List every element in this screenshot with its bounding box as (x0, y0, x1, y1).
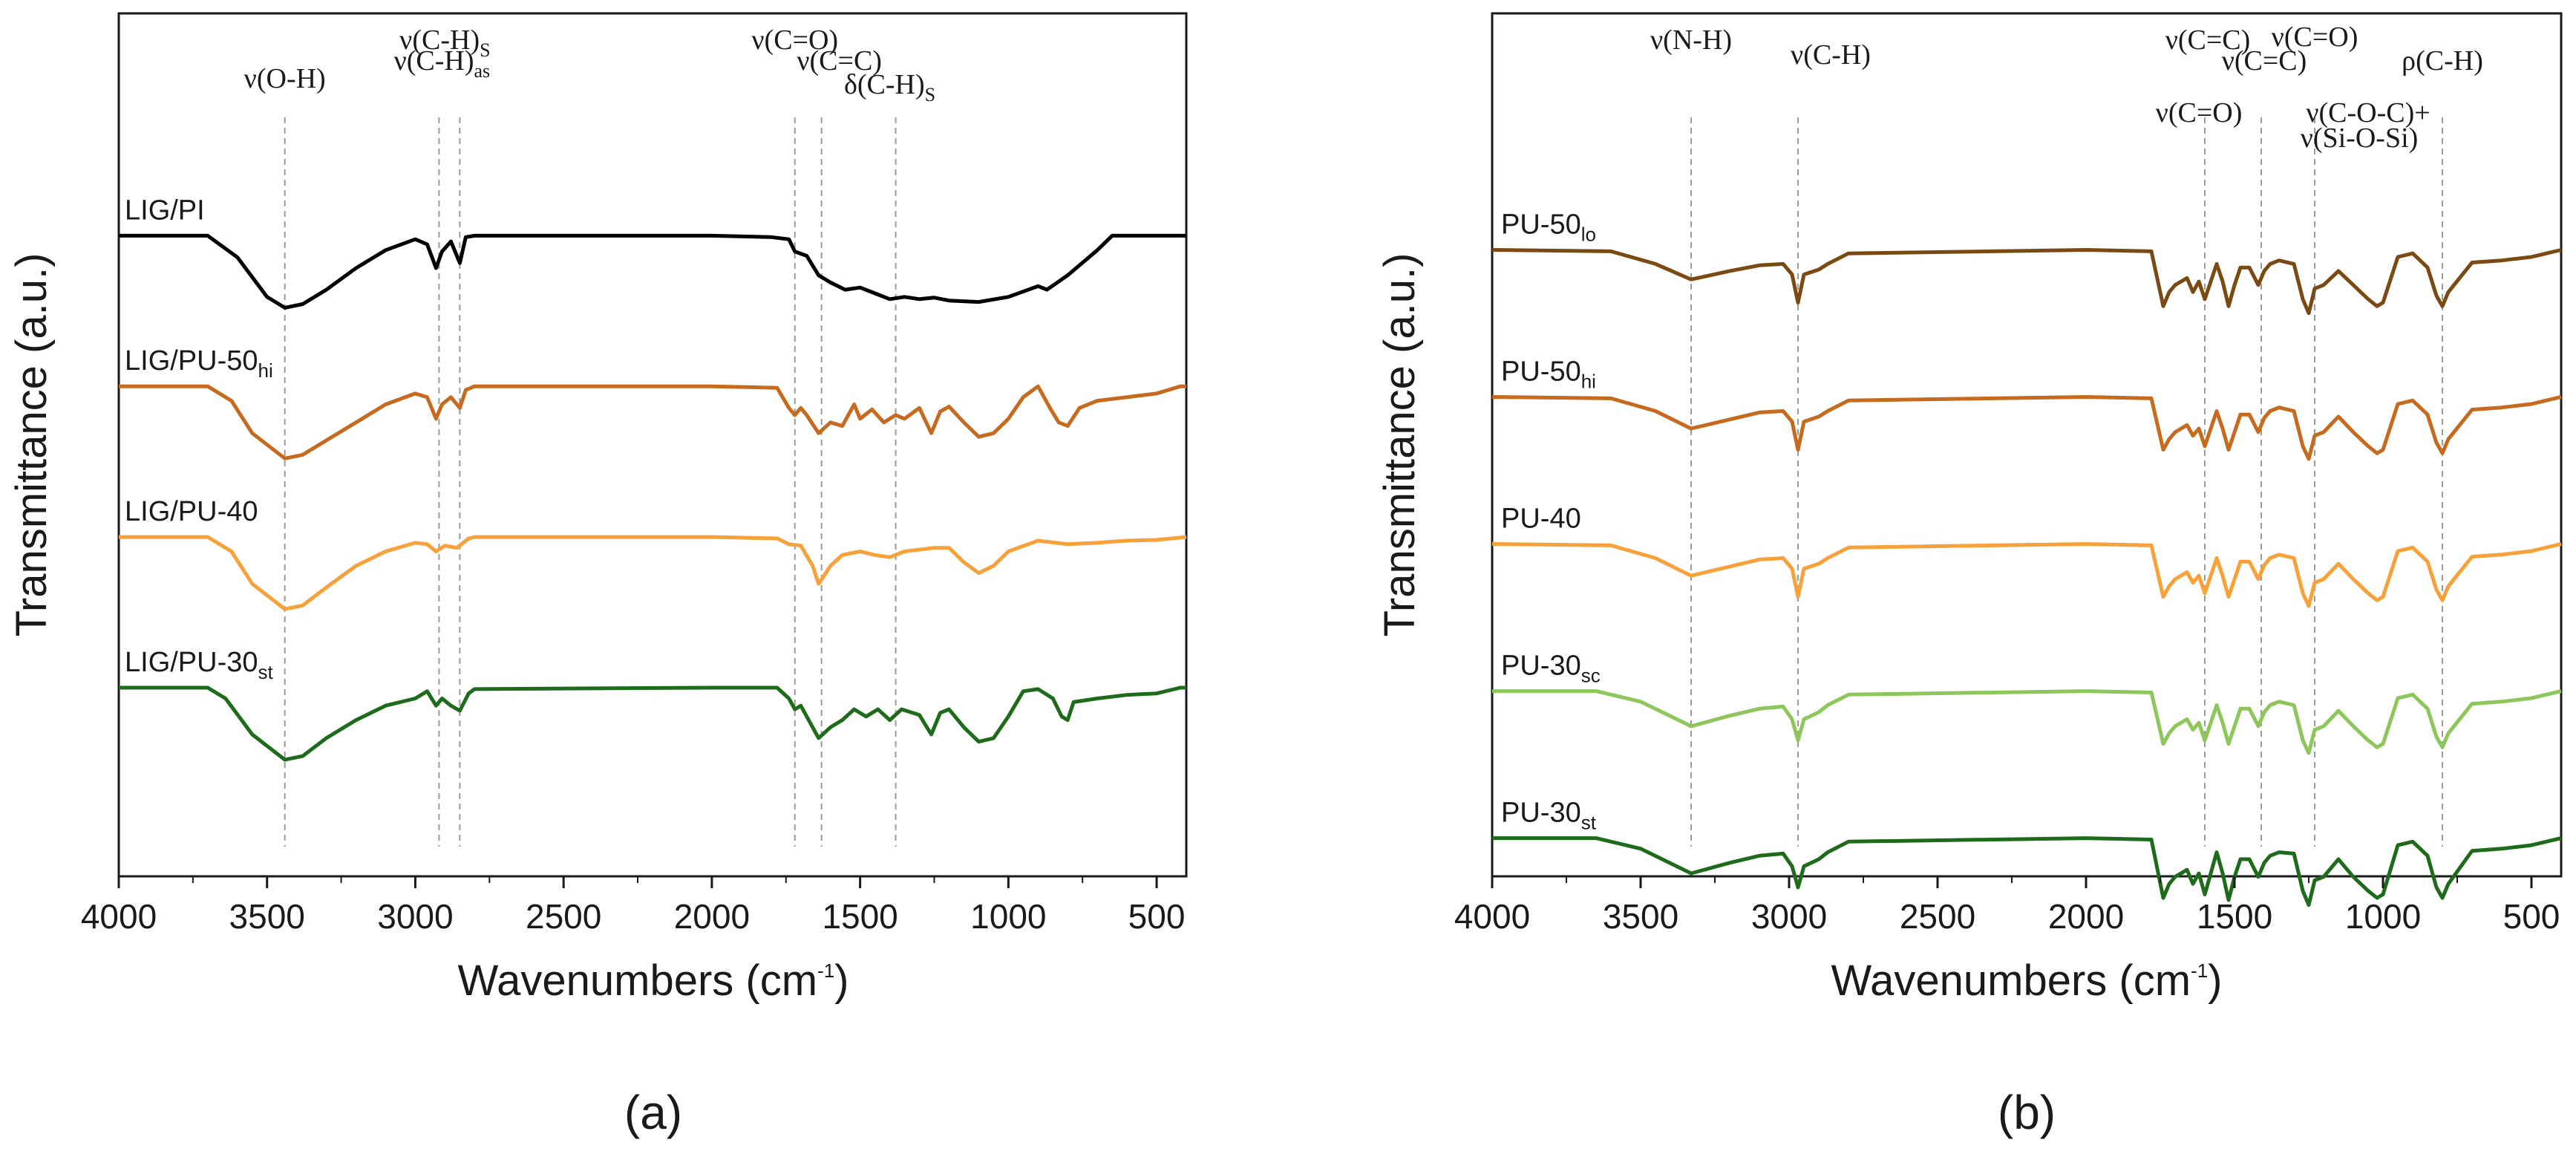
peak-annotation-5: δ(C-H)S (844, 69, 935, 105)
x-tick-label: 2500 (526, 897, 601, 936)
series-label-3: PU-30sc (1501, 651, 1601, 687)
series-label-4-main: PU-30 (1501, 798, 1581, 829)
y-axis-label: Transmittance (a.u.) (1376, 253, 1424, 637)
peak-annotation-4: ν(C=C) (797, 45, 882, 76)
peak-annotation-0-main: ν(O-H) (244, 63, 326, 94)
peak-annotation-4-main: ν(C=C) (797, 45, 882, 76)
x-tick-label: 500 (1128, 897, 1186, 936)
peak-annotation-2-sub: S (480, 39, 490, 61)
series-line-4 (1492, 836, 2562, 908)
series-label-2: LIG/PU-40 (125, 496, 258, 527)
y-axis-label: Transmittance (a.u.) (7, 253, 56, 637)
x-tick-label: 1500 (2197, 897, 2272, 936)
x-axis-label-exp: -1 (817, 959, 834, 982)
x-axis-label-end: ) (834, 957, 849, 1005)
series-line-0 (119, 233, 1186, 310)
series-label-0: PU-50lo (1501, 209, 1596, 245)
plot-frame (117, 12, 1188, 878)
x-tick-label: 3000 (1751, 897, 1827, 936)
x-tick-label: 3500 (1603, 897, 1678, 936)
x-tick-label: 1000 (2345, 897, 2421, 936)
plot-frame (1491, 12, 2563, 878)
series-label-4: PU-30st (1501, 798, 1597, 834)
x-tick-label: 1500 (822, 897, 898, 936)
panel-label: (a) (624, 1086, 682, 1139)
peak-annotation-5-main: ρ(C-H) (2402, 45, 2483, 76)
peak-annotation-4-main: ν(C=C) (2222, 45, 2307, 76)
series-label-0-main: PU-50 (1501, 209, 1581, 240)
series-line-0 (1491, 248, 2562, 316)
peak-annotation-5-sub: S (925, 84, 935, 105)
x-tick-label: 3000 (377, 897, 453, 936)
series-label-1-sub: hi (258, 359, 273, 382)
x-axis-label-main: Wavenumbers (cm (1831, 957, 2191, 1005)
peak-annotation-6: ν(C=O) (2156, 97, 2243, 128)
series-label-1-sub: hi (1581, 371, 1596, 393)
peak-annotation-0-main: ν(N-H) (1650, 25, 1732, 56)
peak-annotation-6-main: ν(C=O) (2156, 97, 2243, 128)
x-tick-label: 4000 (81, 897, 157, 936)
peak-annotation-0: ν(N-H) (1650, 25, 1732, 56)
x-axis-label: Wavenumbers (cm-1) (458, 957, 849, 1005)
x-axis-label: Wavenumbers (cm-1) (1831, 957, 2223, 1005)
peak-annotation-1-sub: as (474, 60, 491, 82)
x-tick-label: 500 (2503, 897, 2560, 936)
series-line-1 (119, 384, 1186, 460)
series-label-0: LIG/PI (125, 195, 205, 226)
x-axis-label-exp: -1 (2191, 959, 2208, 982)
x-tick-label: 2500 (1900, 897, 1975, 936)
series-label-3-sub: st (258, 661, 274, 683)
peak-annotation-1-main: ν(C-H) (394, 45, 474, 76)
series-label-2-main: LIG/PU-40 (125, 496, 258, 527)
panel-a-chart: LIG/PI LIG/PU-50hi LIG/PU-40 LIG/PU-30st ν(O… (7, 12, 1188, 1139)
x-tick-label: 2000 (2048, 897, 2124, 936)
peak-annotation-3-main: ν(C=O) (751, 25, 838, 56)
series-line-2 (119, 535, 1187, 611)
peak-annotation-8-main: ν(Si-O-Si) (2301, 123, 2419, 154)
series-line-1 (1491, 395, 2562, 461)
peak-annotation-5-main: δ(C-H) (844, 69, 925, 100)
peak-annotation-7-main: ν(C-O-C)+ (2306, 97, 2430, 128)
x-tick-label: 3500 (229, 897, 305, 936)
peak-annotation-1-main: ν(C-H) (1791, 39, 1871, 71)
series-label-3-main: LIG/PU-30 (125, 647, 258, 678)
x-axis-label-end: ) (2208, 957, 2222, 1005)
peak-annotation-2: ν(C=C) (2165, 25, 2251, 56)
series-label-1: LIG/PU-50hi (125, 345, 273, 382)
peak-annotation-4: ν(C=C) (2222, 45, 2307, 76)
peak-annotation-3: ν(C=O) (751, 25, 838, 56)
x-tick-label: 4000 (1454, 897, 1530, 936)
series-label-4-sub: st (1581, 812, 1597, 834)
peak-annotation-2-main: ν(C=C) (2165, 25, 2251, 56)
series-line-2 (1491, 542, 2562, 608)
series-line-3 (1492, 689, 2562, 755)
series-line-3 (119, 685, 1186, 762)
x-tick-label: 1000 (970, 897, 1046, 936)
series-label-0-sub: lo (1581, 223, 1596, 245)
series-label-3-main: PU-30 (1501, 651, 1581, 682)
peak-annotation-2: ν(C-H)S (399, 25, 490, 61)
series-label-1: PU-50hi (1501, 356, 1596, 393)
peak-annotation-2-main: ν(C-H) (399, 25, 480, 56)
peak-annotation-3-main: ν(C=O) (2272, 22, 2358, 53)
series-label-1-main: LIG/PU-50 (125, 345, 258, 377)
peak-annotation-8: ν(Si-O-Si) (2301, 123, 2419, 154)
peak-annotation-3: ν(C=O) (2272, 22, 2358, 53)
x-tick-label: 2000 (674, 897, 750, 936)
series-label-2: PU-40 (1501, 504, 1581, 535)
series-label-2-main: PU-40 (1501, 504, 1581, 535)
series-label-0-main: LIG/PI (125, 195, 205, 226)
peak-annotation-1: ν(C-H)as (394, 45, 491, 82)
series-label-3: LIG/PU-30st (125, 647, 274, 683)
peak-annotation-7: ν(C-O-C)+ (2306, 97, 2430, 128)
panel-label: (b) (1998, 1086, 2056, 1139)
series-label-3-sub: sc (1581, 665, 1601, 687)
x-axis-label-main: Wavenumbers (cm (458, 957, 818, 1005)
peak-annotation-1: ν(C-H) (1791, 39, 1871, 71)
series-label-1-main: PU-50 (1501, 356, 1581, 388)
peak-annotation-5: ρ(C-H) (2402, 45, 2483, 76)
peak-annotation-0: ν(O-H) (244, 63, 326, 94)
